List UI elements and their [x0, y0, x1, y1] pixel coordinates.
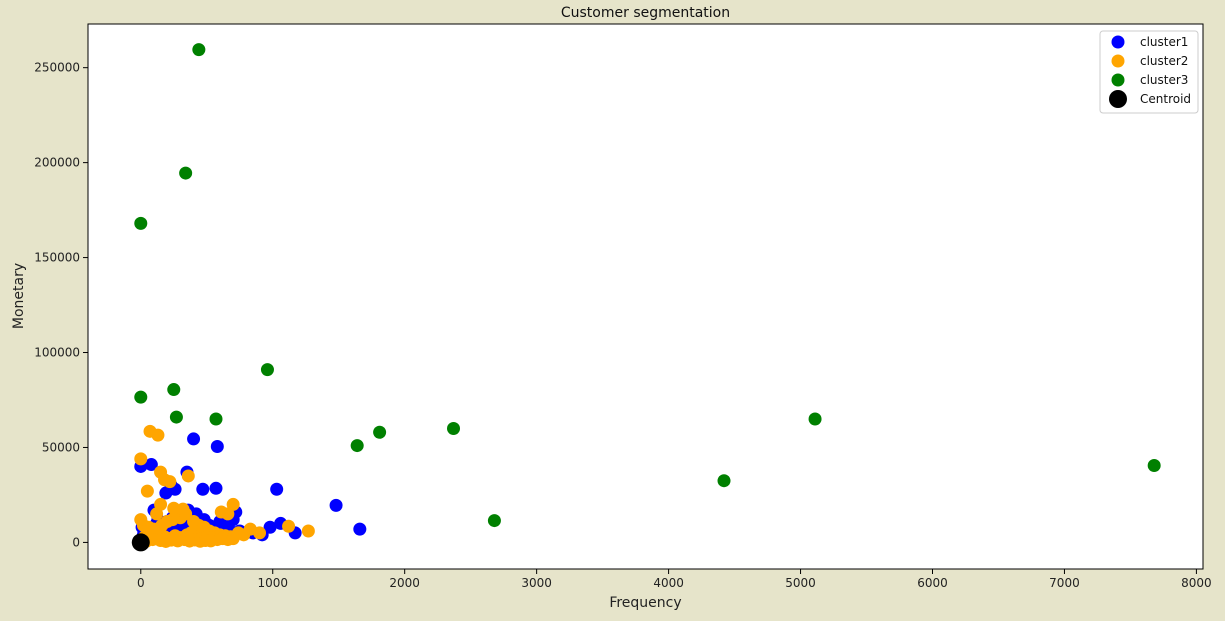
cluster2-point	[176, 502, 190, 516]
cluster2-point	[282, 519, 296, 533]
cluster3-point	[192, 43, 206, 57]
cluster3-point	[167, 383, 181, 397]
y-tick-label: 100000	[34, 346, 80, 360]
cluster3-point	[260, 363, 274, 377]
x-tick-label: 2000	[389, 576, 420, 590]
x-axis-label: Frequency	[609, 595, 681, 611]
cluster1-point	[353, 522, 367, 536]
cluster2-point	[134, 452, 148, 466]
cluster3-point	[179, 166, 193, 180]
x-axis: 0 1000 2000 3000 4000 5000 6000 7000 8000	[137, 569, 1212, 590]
cluster2-point	[181, 469, 195, 483]
cluster1-point	[144, 458, 158, 472]
cluster2-point	[226, 497, 240, 511]
legend-marker	[1111, 73, 1125, 87]
cluster3-point	[169, 410, 183, 424]
y-tick-label: 250000	[34, 61, 80, 75]
legend-label: cluster2	[1140, 54, 1188, 68]
cluster3-point	[487, 514, 501, 528]
x-tick-label: 4000	[653, 576, 684, 590]
y-tick-label: 50000	[42, 440, 80, 454]
legend-label: cluster1	[1140, 35, 1188, 49]
cluster2-point	[214, 505, 228, 519]
cluster1-point	[209, 481, 223, 495]
y-tick-label: 0	[72, 535, 80, 549]
legend-marker	[1111, 35, 1125, 49]
cluster2-point	[253, 526, 267, 540]
cluster2-point	[237, 528, 251, 542]
cluster1-point	[196, 482, 210, 496]
legend: cluster1 cluster2 cluster3 Centroid	[1099, 30, 1199, 114]
x-tick-label: 1000	[257, 576, 288, 590]
x-tick-label: 0	[137, 576, 145, 590]
cluster3-point	[373, 425, 387, 439]
legend-marker	[1109, 90, 1127, 108]
cluster2-point	[301, 524, 315, 538]
cluster3-point	[447, 421, 461, 435]
plot-area	[87, 23, 1204, 570]
y-axis-label: Monetary	[11, 263, 27, 329]
cluster1-point	[187, 432, 201, 446]
cluster2-point	[204, 534, 218, 548]
legend-marker	[1111, 54, 1125, 68]
cluster1-point	[270, 482, 284, 496]
cluster2-point	[150, 507, 164, 521]
cluster2-point	[151, 428, 165, 442]
x-tick-label: 5000	[785, 576, 816, 590]
cluster3-point	[134, 390, 148, 404]
cluster1-point	[329, 498, 343, 512]
y-axis: 0 50000 100000 150000 200000 250000	[34, 61, 88, 549]
cluster1-point	[210, 440, 224, 454]
y-tick-label: 150000	[34, 251, 80, 265]
cluster3-point	[209, 412, 223, 426]
cluster3-point	[717, 474, 731, 488]
x-tick-label: 7000	[1049, 576, 1080, 590]
cluster3-point	[808, 412, 822, 426]
legend-box	[1099, 30, 1199, 114]
legend-label: Centroid	[1140, 92, 1191, 106]
cluster2-point	[140, 484, 154, 498]
x-tick-label: 6000	[917, 576, 948, 590]
cluster2-point	[226, 532, 240, 546]
cluster2-point	[163, 475, 177, 489]
x-tick-label: 3000	[521, 576, 552, 590]
chart-title: Customer segmentation	[561, 5, 730, 21]
y-tick-label: 200000	[34, 156, 80, 170]
cluster3-point	[350, 439, 364, 453]
centroid-point	[131, 533, 150, 552]
scatter-points	[131, 43, 1161, 552]
cluster3-point	[1147, 459, 1161, 473]
x-tick-label: 8000	[1181, 576, 1212, 590]
cluster3-point	[134, 216, 148, 230]
legend-label: cluster3	[1140, 73, 1188, 87]
